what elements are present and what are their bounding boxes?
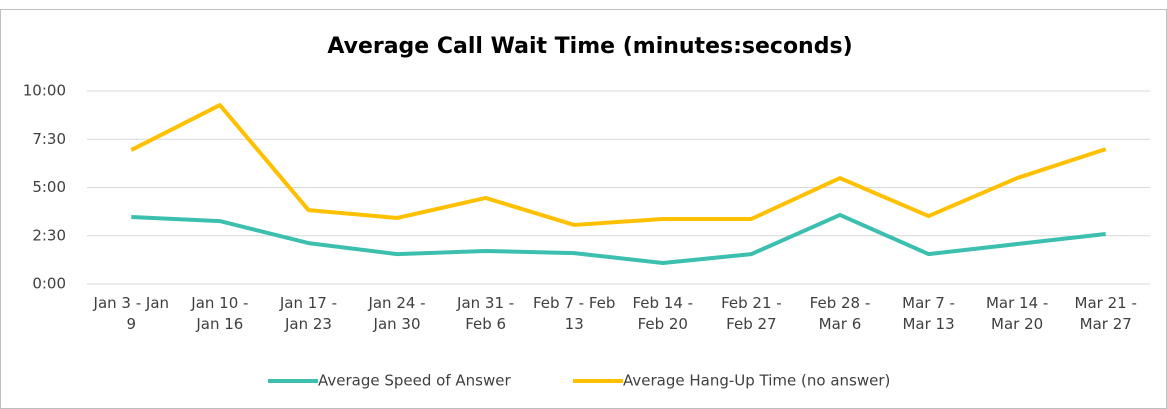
legend-label: Average Hang-Up Time (no answer) <box>623 372 890 390</box>
legend-label: Average Speed of Answer <box>318 372 511 390</box>
y-tick-label: 5:00 <box>32 178 66 196</box>
x-tick-label: Jan 31 - Feb 6 <box>457 294 515 333</box>
x-tick-label: Mar 7 - Mar 13 <box>902 294 955 333</box>
x-tick-label: Jan 10 - Jan 16 <box>191 294 249 333</box>
x-tick-label: Jan 24 - Jan 30 <box>368 294 426 333</box>
x-tick-label: Feb 21 - Feb 27 <box>721 294 782 333</box>
x-tick-label: Jan 17 - Jan 23 <box>279 294 338 333</box>
chart-border <box>0 9 1167 409</box>
x-tick-label: Feb 14 - Feb 20 <box>632 294 694 333</box>
chart-title: Average Call Wait Time (minutes:seconds) <box>327 34 852 59</box>
x-tick-label: Feb 28 - Mar 6 <box>809 294 871 333</box>
y-tick-label: 7:30 <box>32 130 66 148</box>
x-tick-label: Mar 14 - Mar 20 <box>985 294 1049 333</box>
y-tick-label: 2:30 <box>32 226 66 244</box>
x-tick-label: Feb 7 - Feb 13 <box>533 294 616 333</box>
y-tick-label: 10:00 <box>23 82 66 100</box>
line-series <box>130 103 1107 227</box>
x-tick-label: Jan 3 - Jan 9 <box>93 294 170 333</box>
y-tick-label: 0:00 <box>32 275 66 293</box>
x-tick-label: Mar 21 - Mar 27 <box>1074 294 1137 333</box>
line-series <box>131 212 1106 265</box>
